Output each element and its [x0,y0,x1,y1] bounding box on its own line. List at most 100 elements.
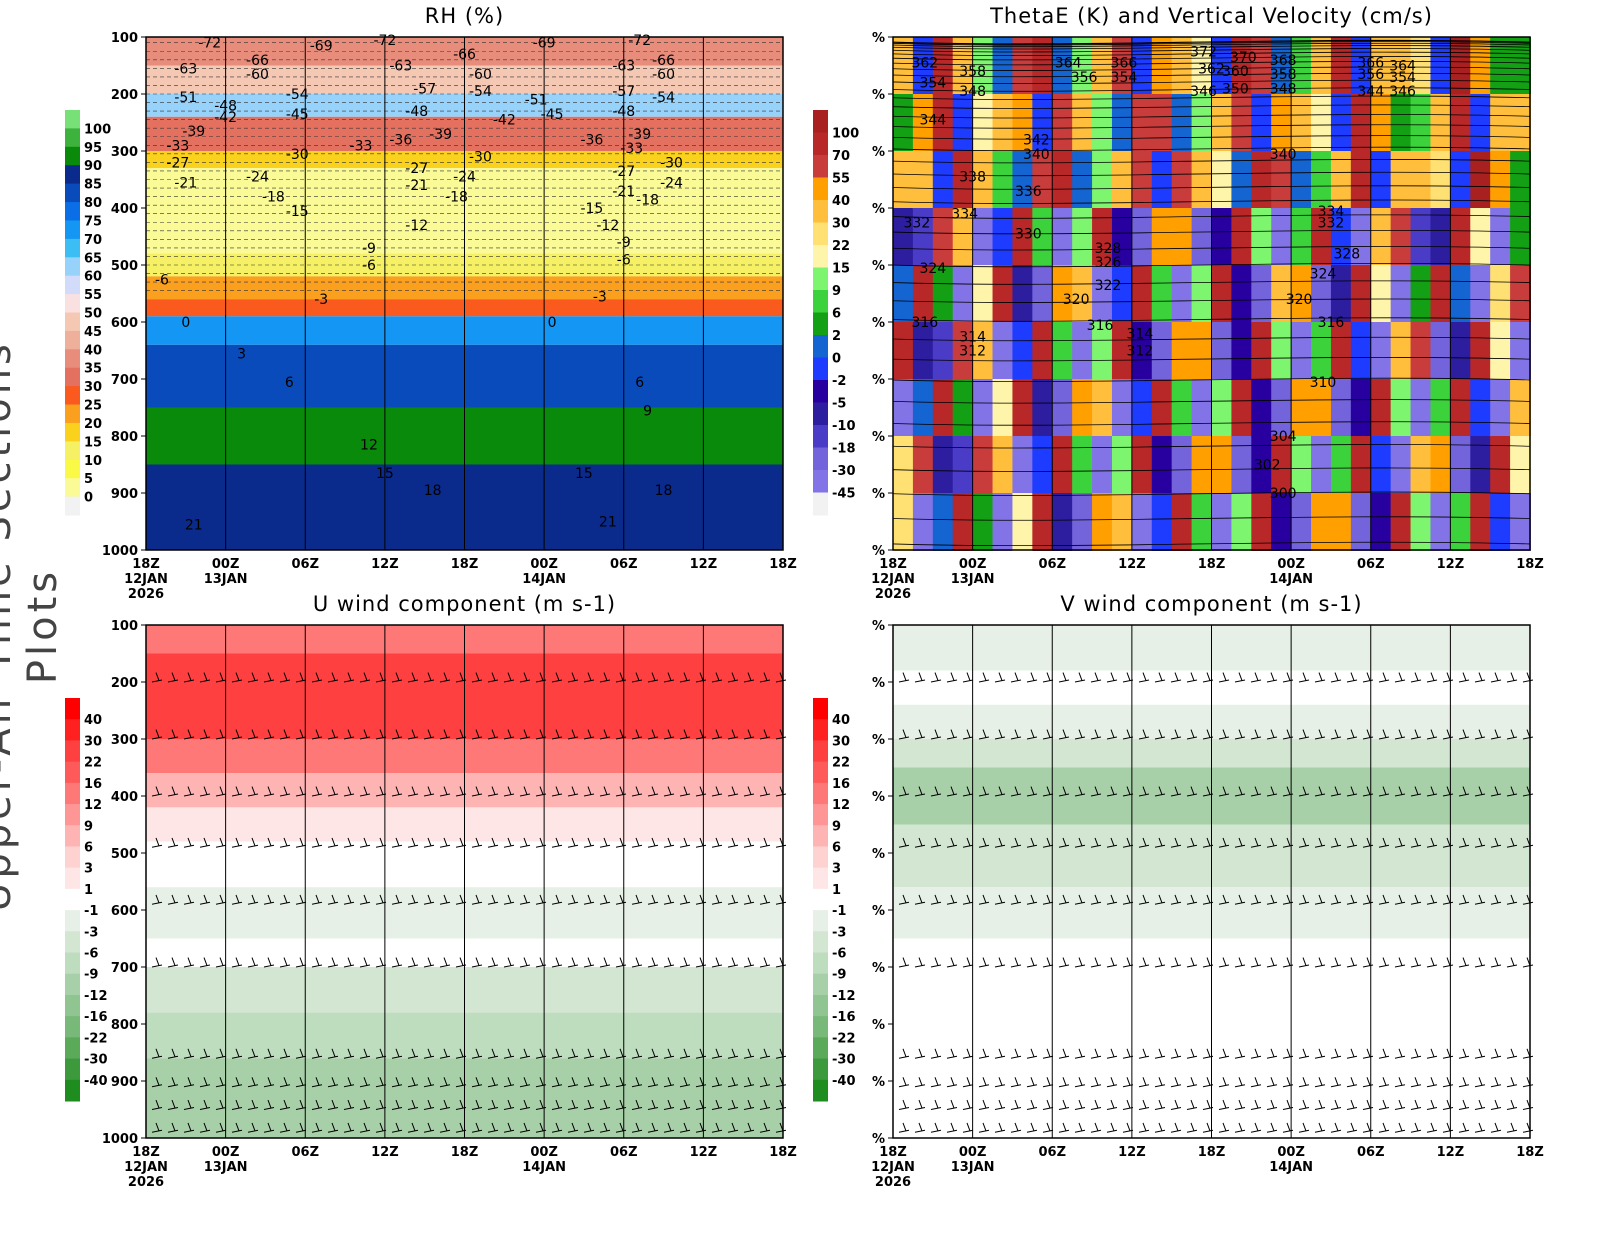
thetae-contour [892,48,1531,53]
wind-barb [1474,894,1486,905]
thetae-contour [892,399,1531,404]
y-tick-label: 1000 [102,1132,138,1147]
wind-barb [551,786,563,797]
wind-barb [1234,729,1246,740]
wind-barb [1170,1048,1182,1059]
wind-barb [503,837,515,848]
colorbar-label: 40 [84,713,102,728]
wind-barb [1138,1122,1150,1133]
colorbar-label: 12 [832,798,850,813]
wind-barb [1442,672,1454,683]
wind-barb [978,894,990,905]
wind-barb [1234,672,1246,683]
wind-barb [962,837,974,848]
wind-barb [615,729,627,740]
contour-fill [1251,151,1273,209]
contour-label: -18 [636,192,659,208]
wind-barb [1074,729,1086,740]
contour-fill [1490,493,1512,551]
contour-fill [893,379,914,437]
wind-barb [1410,894,1422,905]
wind-barb [311,894,323,905]
contour-label: -12 [405,218,428,234]
wind-barb [1330,837,1342,848]
colorbar-label: 55 [84,288,102,303]
colorbar-label: 25 [84,399,102,414]
wind-barb [1170,894,1182,905]
colorbar-swatch [65,441,80,461]
contour-label: 346 [1190,84,1217,100]
wind-barb [1090,672,1102,683]
wind-barb [1154,1048,1166,1059]
thetae-contour [892,516,1531,521]
wind-barb [1346,957,1358,968]
wind-barb [1170,786,1182,797]
wind-barb [1010,837,1022,848]
contour-fill [1211,379,1233,437]
wind-barb [503,786,515,797]
wind-barb [183,1077,195,1088]
wind-barb [1378,672,1390,683]
contour-fill [1370,208,1392,266]
contour-fill [1510,208,1531,266]
wind-barb [391,1099,403,1110]
contour-fill [1410,151,1432,209]
wind-barb [1394,837,1406,848]
contour-label: -30 [660,155,683,171]
contour-label: -3 [314,292,328,308]
wind-barb [583,1077,595,1088]
contour-fill [1231,151,1253,209]
wind-barb [914,894,926,905]
x-date-label: 12JAN [124,572,168,587]
wind-barb [663,786,675,797]
wind-barb [1218,957,1230,968]
wind-barb [503,957,515,968]
contour-fill [1510,151,1531,209]
contour-fill [1330,322,1352,380]
contour-label: 18 [424,483,442,499]
contour-fill [1111,493,1133,551]
contour-label: -48 [612,104,635,120]
contour-fill [1092,94,1113,152]
wind-barb [962,1077,974,1088]
x-date-label: 12JAN [124,1160,168,1175]
colorbar-label: 16 [84,777,102,792]
wind-barb [375,1048,387,1059]
wind-barb [1442,729,1454,740]
y-tick-label: % [872,1075,885,1090]
wind-barb [1010,1099,1022,1110]
wind-barb [1378,957,1390,968]
colorbar-label: 30 [832,217,850,232]
wind-barb [1442,894,1454,905]
contour-label: 15 [376,466,394,482]
contour-label: 12 [360,438,378,454]
colorbar-label: 22 [84,756,102,771]
wind-barb [1314,1048,1326,1059]
contour-label: 302 [1254,458,1281,474]
wind-barb [423,1122,435,1133]
contour-fill [952,379,974,437]
wind-barb [551,1099,563,1110]
wind-barb [1474,837,1486,848]
contour-fill [1092,436,1113,494]
colorbar-swatch [813,973,828,996]
contour-fill [1072,379,1094,437]
colorbar-swatch [65,330,80,350]
contour-fill [1311,436,1332,494]
contour-fill [1490,436,1512,494]
y-tick-label: 400 [111,202,138,217]
wind-barb [1490,729,1502,740]
contour-fill [1291,436,1313,494]
colorbar-label: -2 [832,374,846,389]
y-tick-label: 400 [111,790,138,805]
thetae-contour [892,45,1531,50]
wind-barb [743,1048,755,1059]
wind-barb [1298,1099,1310,1110]
wind-barb [679,837,691,848]
colorbar-label: -12 [832,989,856,1004]
wind-barb [914,786,926,797]
wind-barb [695,729,707,740]
wind-barb [279,1122,291,1133]
contour-fill [932,436,954,494]
